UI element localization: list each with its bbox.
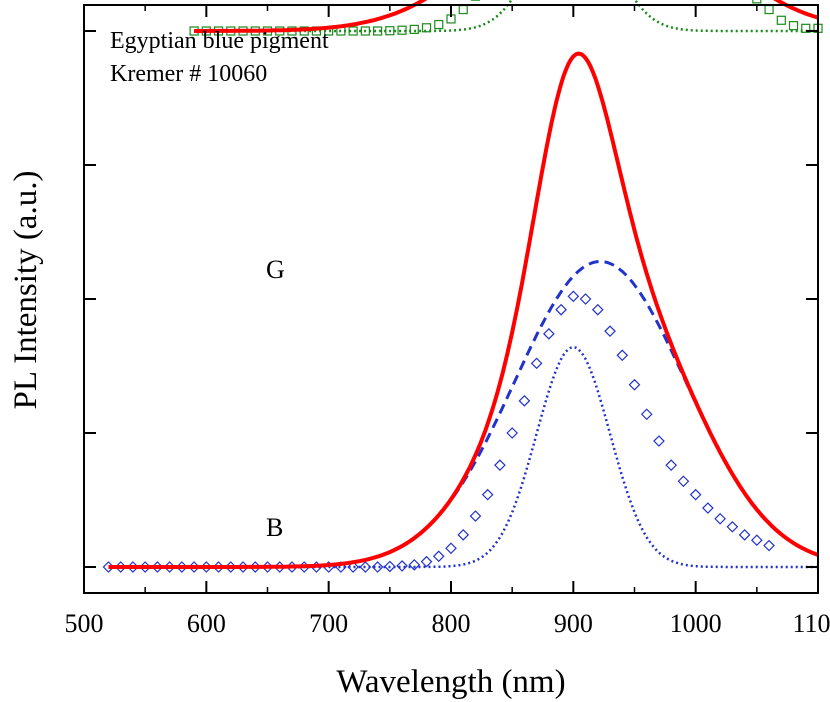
data-point-b [591,303,604,316]
x-axis-label: Wavelength (nm) [336,664,565,700]
series-label-b: B [266,513,283,542]
x-tick-label: 500 [65,609,104,638]
data-point-b [628,378,641,391]
plot-frame [83,4,819,594]
data-point-b [750,534,763,547]
data-point-b [530,357,543,370]
data-point-g [421,23,432,33]
data-point-b [738,528,751,541]
data-point-b [481,488,494,501]
data-point-g [458,4,468,15]
x-tick-label: 1100 [792,609,830,638]
series-b [102,51,819,573]
data-point-b [555,303,567,316]
data-point-g [801,23,811,33]
data-point-b [420,555,433,568]
data-point-b [383,560,396,573]
data-point-b [714,512,726,525]
data-point-b [543,327,555,340]
data-point-b [616,349,629,362]
component-broad-b [108,259,819,569]
data-point-b [506,427,519,439]
data-point-b [653,435,665,447]
plot-area [102,0,823,573]
data-point-b [494,459,506,472]
data-point-b [665,459,678,472]
data-point-b [396,560,408,572]
data-point-b [347,561,359,573]
data-point-b [518,394,531,407]
data-point-b [432,550,445,563]
data-point-g [409,24,419,34]
data-point-b [371,561,384,573]
series-label-g: G [266,255,285,284]
x-tick-label: 600 [187,609,226,638]
fit-total-g [194,0,819,33]
data-point-b [763,539,775,552]
data-point-b [604,325,616,338]
annotation-line-1: Egyptian blue pigment [110,28,329,54]
data-point-g [434,19,444,30]
data-point-b [469,510,482,522]
data-point-b [445,542,457,555]
data-point-b [567,290,580,303]
x-tick-label: 1000 [670,609,722,638]
y-axis [84,30,818,568]
data-point-b [726,520,739,533]
data-point-b [640,408,653,421]
data-point-b [702,502,714,514]
data-point-g [776,15,786,25]
x-tick-label: 800 [432,609,471,638]
x-tick-label: 900 [554,609,593,638]
data-point-b [677,475,690,488]
data-point-b [689,488,702,501]
fit-total-b [108,51,819,569]
y-axis-label: PL Intensity (a.u.) [8,171,44,410]
data-point-g [752,0,762,4]
data-point-g [764,4,774,15]
data-point-b [457,528,470,541]
x-axis: 500 600 700 800 900 1000 1100 [65,5,830,638]
data-point-b [579,293,592,305]
data-point-g [788,21,799,31]
component-narrow-b [108,345,818,569]
annotation-line-2: Kremer # 10060 [110,61,267,87]
data-point-b [359,561,372,573]
x-tick-label: 700 [309,609,348,638]
data-point-b [408,559,421,571]
data-point-g [373,26,383,36]
